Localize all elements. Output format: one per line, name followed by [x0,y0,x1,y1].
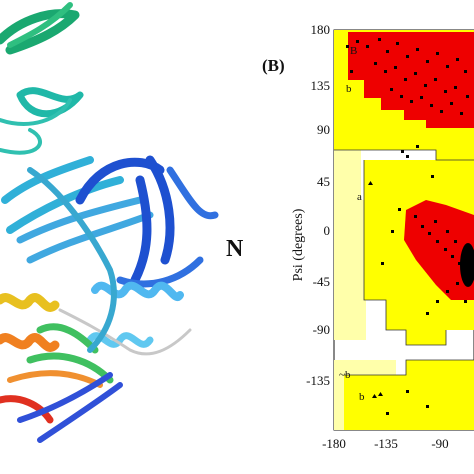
region-label-beta: B [350,45,357,57]
y-tick-label: 180 [311,22,331,37]
ribbon-red-segment [0,395,54,424]
y-tick-label: 0 [324,223,331,238]
region-label-tilde-b: ~b [339,369,351,381]
data-points [346,38,471,415]
panel-label: (B) [262,56,285,75]
ribbon-yellow-helix [0,293,60,312]
ribbon-green-arrow [7,2,73,48]
ribbon-cyan-long [27,167,117,353]
region-generous-left [334,140,366,340]
ribbon-teal-loop [0,98,72,155]
ribbon-orange-helix [0,333,60,352]
y-tick-label: -45 [313,274,330,289]
n-terminus-label: N [226,236,244,262]
ribbon-lightblue-helix [91,281,184,302]
y-tick-label: 135 [311,78,331,93]
ribbon-teal-helix [16,87,84,118]
triangle-points [368,181,383,398]
ribbon-blue-barrel [75,155,175,285]
y-tick-label: 90 [317,122,330,137]
region-favoured-beta [348,32,474,128]
ribbon-orange-sheet [7,370,103,388]
y-tick-label: 45 [317,174,330,189]
region-allowed-bottom [344,360,474,430]
region-border-lines [334,149,474,376]
y-tick-label: -90 [313,322,330,337]
x-tick-label: -90 [431,436,448,451]
x-tick-label: -180 [322,436,346,451]
x-tick-label: -135 [374,436,398,451]
alpha-point-cluster [460,243,474,287]
region-label-a: a [357,191,362,203]
y-axis-title: Psi (degrees) [291,208,306,281]
protein-ribbon-structure [0,2,219,443]
ramachandran-plot: B b a ~b b 180 135 90 45 0 -45 -90 -135 … [291,22,474,451]
ribbon-white-coil [58,308,192,356]
y-tick-label: -135 [306,373,330,388]
ribbon-green-top [0,9,80,55]
region-label-b-lower: b [359,391,365,403]
ribbon-blue-lower [17,372,123,443]
region-label-b: b [346,83,352,95]
